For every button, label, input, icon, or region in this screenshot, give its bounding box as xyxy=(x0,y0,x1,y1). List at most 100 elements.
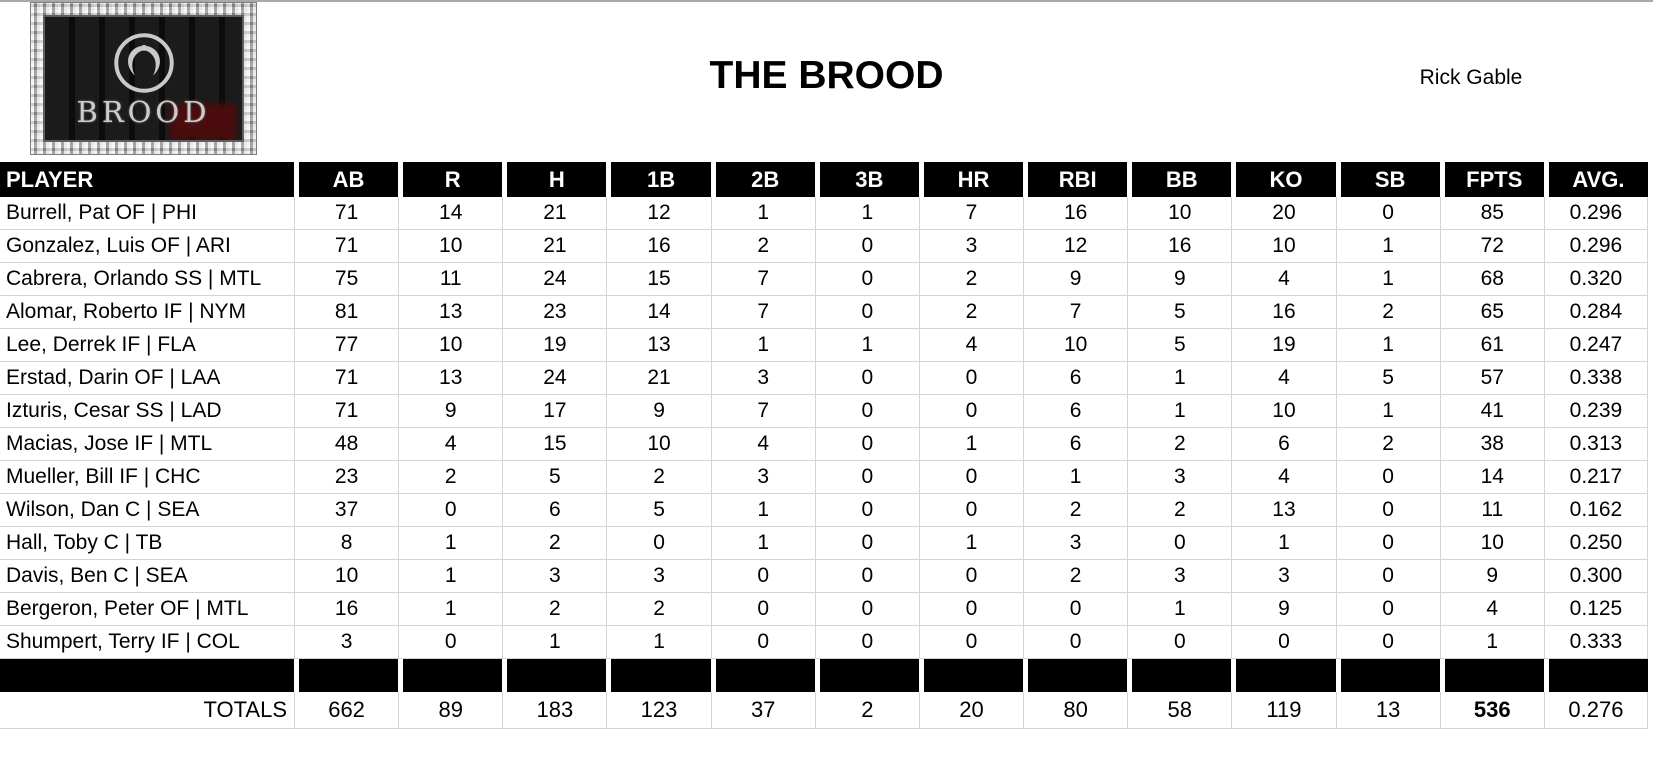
stat-cell: 9 xyxy=(1231,593,1335,625)
stat-cell: 4 xyxy=(1231,362,1335,394)
stat-cell: 13 xyxy=(1231,494,1335,526)
stat-cell: 10 xyxy=(1231,230,1335,262)
stat-cell: 2 xyxy=(1023,560,1127,592)
player-name-cell: Wilson, Dan C | SEA xyxy=(6,498,200,521)
stat-cell: 0 xyxy=(710,560,815,592)
table-row: Wilson, Dan C | SEA 37 0 6 5 1 0 0 2 2 13 0 11 0.162 xyxy=(0,494,1648,527)
stat-cell: 2 xyxy=(606,461,710,493)
table-row: Cabrera, Orlando SS | MTL 75 11 24 15 7 0 2 9 9 4 1… xyxy=(0,263,1648,296)
stat-cell: 1 xyxy=(1127,362,1231,394)
player-name-cell: Izturis, Cesar SS | LAD xyxy=(6,399,222,422)
stat-cell: 10 xyxy=(1127,197,1231,229)
stat-cell: 3 xyxy=(918,230,1023,262)
stat-cell: 7 xyxy=(918,197,1023,229)
stat-cell: 14 xyxy=(1439,461,1544,493)
player-name-cell: Lee, Derrek IF | FLA xyxy=(6,333,196,356)
stat-cell: 2 xyxy=(1023,494,1127,526)
stat-cell: 5 xyxy=(1335,362,1440,394)
stat-cell: 16 xyxy=(294,593,398,625)
stat-cell: 0 xyxy=(918,560,1023,592)
table-row: Mueller, Bill IF | CHC 23 2 5 2 3 0 0 1 3 4 0 14 0.21… xyxy=(0,461,1648,494)
stat-cell: 0 xyxy=(710,626,815,658)
stat-cell: 2 xyxy=(398,461,502,493)
logo-text: BROOD xyxy=(76,95,211,129)
stat-cell: 2 xyxy=(502,527,606,559)
stat-cell: 41 xyxy=(1439,395,1544,427)
stat-cell: 1 xyxy=(814,329,919,361)
stat-cell: 4 xyxy=(1231,263,1335,295)
player-name-cell: Bergeron, Peter OF | MTL xyxy=(6,597,249,620)
stat-cell: 2 xyxy=(1335,296,1440,328)
stat-cell: 21 xyxy=(606,362,710,394)
stat-cell: 0 xyxy=(918,461,1023,493)
stat-cell: 11 xyxy=(398,263,502,295)
stat-cell: 0 xyxy=(814,527,919,559)
column-header-ab: AB xyxy=(294,162,399,197)
stat-cell: 21 xyxy=(502,197,606,229)
table-header-row: PLAYER AB R H 1B 2B 3B HR RBI BB KO SB FPTS AVG. xyxy=(0,162,1648,197)
stat-cell: 4 xyxy=(1439,593,1544,625)
stat-cell: 7 xyxy=(710,263,815,295)
stat-cell: 13 xyxy=(606,329,710,361)
stat-cell: 1 xyxy=(1127,395,1231,427)
stat-cell: 17 xyxy=(502,395,606,427)
total-stat-cell: 80 xyxy=(1023,692,1127,728)
separator-cell xyxy=(814,659,919,692)
stat-cell: 8 xyxy=(294,527,398,559)
stat-cell: 16 xyxy=(1231,296,1335,328)
stat-cell: 3 xyxy=(1127,461,1231,493)
stat-cell: 77 xyxy=(294,329,398,361)
stat-cell: 65 xyxy=(1439,296,1544,328)
separator-cell xyxy=(710,659,815,692)
stat-cell: 1 xyxy=(918,428,1023,460)
stat-cell: 0 xyxy=(1335,626,1440,658)
table-row: Alomar, Roberto IF | NYM 81 13 23 14 7 0 2 7 5 16 2… xyxy=(0,296,1648,329)
separator-cell xyxy=(0,659,294,692)
stat-cell: 9 xyxy=(1439,560,1544,592)
stat-cell: 1 xyxy=(710,527,815,559)
stat-cell: 10 xyxy=(1023,329,1127,361)
player-name-cell: Mueller, Bill IF | CHC xyxy=(6,465,201,488)
stat-cell: 0 xyxy=(814,230,919,262)
table-row: Davis, Ben C | SEA 10 1 3 3 0 0 0 2 3 3 0 9 0.300 xyxy=(0,560,1648,593)
stat-cell: 0.239 xyxy=(1543,395,1648,427)
stat-cell: 9 xyxy=(1023,263,1127,295)
stat-cell: 0 xyxy=(814,362,919,394)
stat-cell: 10 xyxy=(398,230,502,262)
column-header-fpts: FPTS xyxy=(1439,162,1544,197)
brood-logo: BROOD xyxy=(30,2,257,155)
stat-cell: 1 xyxy=(502,626,606,658)
player-name-cell: Cabrera, Orlando SS | MTL xyxy=(6,267,262,290)
stat-cell: 0 xyxy=(1335,593,1440,625)
separator-cell xyxy=(1439,659,1544,692)
stat-cell: 0.284 xyxy=(1543,296,1648,328)
stat-cell: 0 xyxy=(918,494,1023,526)
column-header-player: PLAYER xyxy=(0,162,294,197)
separator-cell xyxy=(1023,659,1128,692)
stat-cell: 0.250 xyxy=(1543,527,1648,559)
stat-cell: 71 xyxy=(294,197,398,229)
stat-cell: 14 xyxy=(398,197,502,229)
stat-cell: 1 xyxy=(606,626,710,658)
stat-cell: 14 xyxy=(606,296,710,328)
column-header-bb: BB xyxy=(1127,162,1232,197)
stat-cell: 0 xyxy=(918,395,1023,427)
stat-cell: 3 xyxy=(294,626,398,658)
stat-cell: 9 xyxy=(1127,263,1231,295)
stat-cell: 0 xyxy=(814,263,919,295)
column-header-1b: 1B xyxy=(606,162,711,197)
stat-cell: 0 xyxy=(398,494,502,526)
stat-cell: 0 xyxy=(814,560,919,592)
stat-cell: 1 xyxy=(1335,395,1440,427)
stat-cell: 0.338 xyxy=(1543,362,1648,394)
player-name-cell: Erstad, Darin OF | LAA xyxy=(6,366,221,389)
stat-cell: 0 xyxy=(1335,197,1440,229)
stat-cell: 23 xyxy=(502,296,606,328)
stat-cell: 0 xyxy=(606,527,710,559)
stat-cell: 7 xyxy=(710,296,815,328)
stat-cell: 6 xyxy=(502,494,606,526)
stat-cell: 2 xyxy=(606,593,710,625)
total-stat-cell: 123 xyxy=(606,692,710,728)
stat-cell: 71 xyxy=(294,395,398,427)
total-stat-cell: 536 xyxy=(1439,692,1544,728)
